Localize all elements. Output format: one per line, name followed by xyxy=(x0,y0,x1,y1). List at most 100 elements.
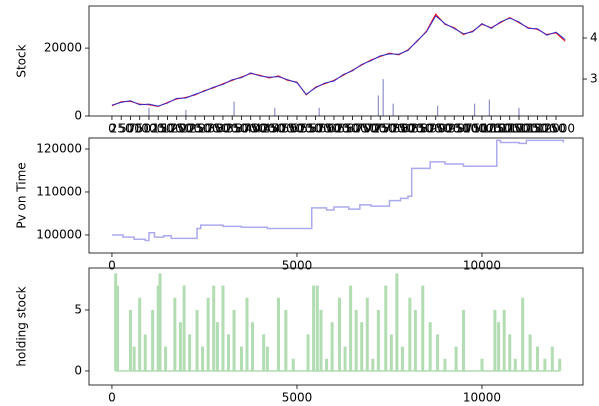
bar xyxy=(265,346,269,371)
x-tick-label: 2500 xyxy=(189,122,220,136)
x-tick-label: 2750 xyxy=(198,122,229,136)
bar xyxy=(325,358,329,371)
bar xyxy=(518,107,520,116)
bar xyxy=(376,309,380,371)
x-tick-label: 9500 xyxy=(448,122,479,136)
bar xyxy=(221,285,225,371)
x-tick-label: 10000 xyxy=(463,122,501,136)
x-tick-label: 1500 xyxy=(152,122,183,136)
bar xyxy=(128,309,132,371)
bar xyxy=(421,285,425,371)
bar xyxy=(319,309,323,371)
x-tick-label: 1750 xyxy=(161,122,192,136)
bar xyxy=(148,107,150,116)
bar xyxy=(284,309,288,371)
bar xyxy=(158,273,162,371)
bar xyxy=(360,322,364,371)
bar xyxy=(232,309,236,371)
bar xyxy=(274,107,276,116)
bar xyxy=(188,334,192,371)
x-tick-label: 5500 xyxy=(300,122,331,136)
x-tick-label: 1250 xyxy=(143,122,174,136)
axes-frame xyxy=(88,5,584,117)
bar xyxy=(143,334,147,371)
bar xyxy=(291,358,295,371)
x-tick-label: 11500 xyxy=(518,122,556,136)
y-axis-label: Stock xyxy=(15,44,29,77)
bar xyxy=(262,334,266,371)
x-tick-label: 3500 xyxy=(226,122,257,136)
x-tick-label: 2250 xyxy=(180,122,211,136)
bar xyxy=(508,334,512,371)
bar xyxy=(306,334,310,371)
bar xyxy=(185,109,187,116)
bar xyxy=(206,297,210,371)
bar xyxy=(315,285,319,371)
x-tick-label: 500 xyxy=(119,122,142,136)
bar xyxy=(550,346,554,371)
bar xyxy=(413,309,417,371)
bar xyxy=(558,358,562,371)
bar xyxy=(343,346,347,371)
x-tick-label: 750 xyxy=(128,122,151,136)
bar xyxy=(239,346,243,371)
x-tick-label: 11250 xyxy=(509,122,547,136)
bar xyxy=(233,101,235,116)
value-line xyxy=(111,139,565,242)
bar xyxy=(182,285,186,371)
y2-tick-label: 3 xyxy=(590,72,598,86)
x-tick-label: 3250 xyxy=(217,122,248,136)
bar xyxy=(497,322,501,371)
x-tick-label: 250 xyxy=(110,122,133,136)
bar xyxy=(371,358,375,371)
bar xyxy=(156,285,160,371)
bar xyxy=(227,334,231,371)
x-tick-label: 3000 xyxy=(208,122,239,136)
bar xyxy=(521,297,525,371)
bar xyxy=(245,297,249,371)
x-tick-label: 10000 xyxy=(463,391,501,405)
x-tick-label: 11750 xyxy=(528,122,566,136)
bar xyxy=(115,285,119,371)
y-tick-label: 110000 xyxy=(36,184,82,198)
bar xyxy=(543,358,547,371)
bar xyxy=(389,334,393,371)
x-tick-label: 10250 xyxy=(472,122,510,136)
bar xyxy=(528,334,532,371)
x-tick-label: 12000 xyxy=(537,122,575,136)
y-axis-label: holding stock xyxy=(15,286,29,366)
x-tick-label: 10500 xyxy=(481,122,519,136)
bar xyxy=(365,297,369,371)
bar xyxy=(151,309,155,371)
y-tick-label: 0 xyxy=(74,363,82,377)
bar xyxy=(513,358,517,371)
x-tick-label: 9250 xyxy=(439,122,470,136)
x-tick-label: 7500 xyxy=(374,122,405,136)
x-tick-label: 4000 xyxy=(245,122,276,136)
x-tick-label: 8250 xyxy=(402,122,433,136)
bar xyxy=(493,309,497,371)
x-tick-label: 11000 xyxy=(500,122,538,136)
bar xyxy=(443,358,447,371)
x-tick-label: 5250 xyxy=(291,122,322,136)
x-tick-label: 7250 xyxy=(365,122,396,136)
y-tick-label: 5 xyxy=(74,302,82,316)
bar xyxy=(436,334,440,371)
bar xyxy=(392,103,394,116)
x-tick-label: 3750 xyxy=(235,122,266,136)
bar xyxy=(178,322,182,371)
bar xyxy=(377,95,379,116)
bar xyxy=(201,346,205,371)
bar xyxy=(428,322,432,371)
bar xyxy=(480,358,484,371)
bar xyxy=(535,346,539,371)
axes-frame xyxy=(88,137,584,254)
bar xyxy=(461,309,465,371)
x-tick-label: 10750 xyxy=(491,122,529,136)
x-tick-label: 8500 xyxy=(411,122,442,136)
y-tick-label: 100000 xyxy=(36,227,82,241)
bar xyxy=(215,322,219,371)
price-line xyxy=(111,13,566,108)
x-tick-label: 5750 xyxy=(309,122,340,136)
